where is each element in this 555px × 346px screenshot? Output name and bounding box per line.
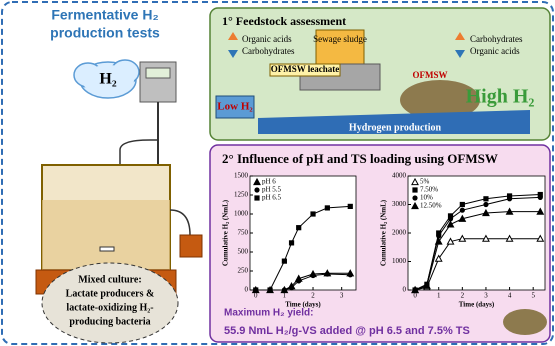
yield-text: 55.9 NmL H₂/g-VS added @ pH 6.5 and 7.5%… (224, 325, 470, 337)
label: Carbohydrates (242, 46, 295, 56)
legend-label: 5% (420, 178, 430, 186)
data-point (348, 204, 353, 209)
culture-text: producing bacteria (69, 316, 150, 327)
label: Organic acids (470, 46, 520, 56)
data-point (282, 287, 287, 292)
data-point (296, 225, 301, 230)
y-tick-label: 250 (238, 267, 249, 275)
y-tick-label: 0 (403, 286, 407, 294)
graphical-abstract: Fermentative H₂ production tests H₂ Mixe… (0, 0, 555, 346)
y-tick-label: 4000 (392, 172, 407, 180)
left-title: Fermentative H₂ (51, 7, 158, 23)
yield-title: Maximum H₂ yield: (224, 308, 313, 319)
legend-marker (412, 187, 417, 192)
y-tick-label: 750 (238, 229, 249, 237)
culture-text: lactate-oxidizing H₂- (66, 302, 153, 313)
tube (120, 140, 158, 165)
y-tick-label: 2000 (392, 229, 407, 237)
stir-bar (100, 247, 114, 251)
data-point (538, 195, 543, 200)
data-point (325, 205, 330, 210)
x-tick-label: 2 (311, 292, 315, 300)
x-axis-label: Time (days) (285, 301, 321, 309)
legend-marker (254, 195, 259, 200)
legend-label: 7.50% (420, 186, 438, 194)
legend-label: pH 6 (262, 178, 276, 186)
x-tick-label: 4 (508, 292, 512, 300)
y-tick-label: 1000 (392, 257, 407, 265)
label: Low H₂ (217, 101, 253, 113)
legend-marker (254, 187, 259, 192)
label: Carbohydrates (470, 34, 523, 44)
legend-label: 12.50% (420, 202, 442, 210)
x-axis-label: Time (days) (459, 301, 495, 309)
data-point (282, 259, 287, 264)
left-title: production tests (50, 25, 160, 41)
label: OFMSW (413, 70, 448, 80)
x-tick-label: 5 (531, 292, 535, 300)
data-point (460, 202, 465, 207)
cloud-label: H₂ (99, 71, 116, 88)
label: High H₂ (466, 86, 535, 108)
data-point (507, 196, 512, 201)
data-point (483, 196, 488, 201)
data-point (310, 273, 315, 278)
label: Hydrogen production (349, 122, 442, 133)
reactor-liquid (42, 200, 170, 270)
data-point (310, 211, 315, 216)
y-tick-label: 500 (238, 248, 249, 256)
controller (180, 235, 202, 257)
panel-2-heading: 2° Influence of pH and TS loading using … (222, 151, 498, 166)
culture-text: Mixed culture: (78, 274, 141, 285)
data-point (348, 272, 353, 277)
data-point (460, 208, 465, 213)
legend-marker (412, 195, 417, 200)
label: Sewage sludge (313, 34, 367, 44)
data-point (296, 278, 301, 283)
x-tick-label: 1 (437, 292, 441, 300)
x-tick-label: 2 (461, 292, 465, 300)
y-tick-label: 1250 (234, 191, 249, 199)
data-point (253, 287, 258, 292)
label: OFMSW leachate (271, 64, 340, 74)
gas-meter-display (146, 68, 170, 78)
legend-label: pH 6.5 (262, 194, 282, 202)
data-point (267, 287, 272, 292)
data-point (325, 271, 330, 276)
waste-photo (503, 309, 547, 335)
label: Organic acids (242, 34, 292, 44)
y-tick-label: 0 (245, 286, 249, 294)
culture-text: Lactate producers & (66, 288, 155, 299)
y-axis-label: Cumulative H₂ (NmL) (222, 199, 230, 266)
data-point (289, 285, 294, 290)
y-tick-label: 1500 (234, 172, 249, 180)
legend-label: 10% (420, 194, 433, 202)
legend-label: pH 5.5 (262, 186, 282, 194)
x-tick-label: 3 (484, 292, 488, 300)
data-point (289, 240, 294, 245)
x-tick-label: 3 (340, 292, 344, 300)
y-tick-label: 3000 (392, 200, 407, 208)
data-point (483, 202, 488, 207)
panel-1-heading: 1° Feedstock assessment (222, 14, 346, 28)
cable (170, 210, 190, 235)
y-tick-label: 1000 (234, 210, 249, 218)
y-axis-label: Cumulative H₂ (NmL) (380, 199, 388, 266)
